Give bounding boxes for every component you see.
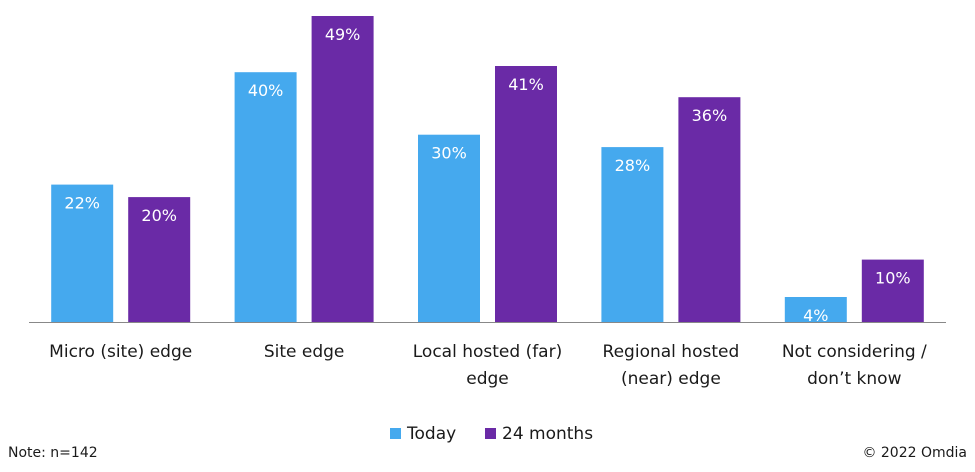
category-label: don’t know xyxy=(807,369,901,389)
data-label: 40% xyxy=(248,81,284,100)
category-label: (near) edge xyxy=(621,369,721,389)
bar-today-4 xyxy=(784,297,847,322)
bar-today-0 xyxy=(51,184,114,322)
bar-today-1 xyxy=(234,72,297,322)
category-label: Local hosted (far) xyxy=(413,342,562,362)
data-label: 10% xyxy=(875,269,911,288)
data-label: 49% xyxy=(325,25,361,44)
bar-24-months-0 xyxy=(128,197,191,322)
bars-layer: 22% 20% 40% 49% 30% 41% 28% 36% 4% 10% xyxy=(51,16,924,325)
data-label: 41% xyxy=(508,75,544,94)
data-label: 4% xyxy=(803,306,828,325)
bar-today-3 xyxy=(601,147,664,322)
legend-label[interactable]: 24 months xyxy=(502,424,593,444)
bar-today-2 xyxy=(418,134,480,322)
category-label: Not considering / xyxy=(782,342,927,362)
bar-24-months-4 xyxy=(861,259,924,322)
bar-24-months-1 xyxy=(311,16,374,322)
category-label: Micro (site) edge xyxy=(49,342,192,362)
data-label: 20% xyxy=(141,206,177,225)
category-labels: Micro (site) edge Site edge Local hosted (… xyxy=(49,342,927,389)
category-label: Site edge xyxy=(264,342,345,362)
bar-24-months-3 xyxy=(678,97,741,322)
data-label: 28% xyxy=(615,156,651,175)
category-label: edge xyxy=(466,369,509,389)
bar-24-months-2 xyxy=(495,66,557,322)
data-label: 36% xyxy=(692,106,728,125)
legend[interactable]: Today 24 months xyxy=(390,424,593,444)
legend-swatch-24-months xyxy=(485,428,496,439)
category-label: Regional hosted xyxy=(603,342,740,362)
footer-copyright: © 2022 Omdia xyxy=(862,445,967,461)
legend-swatch-today xyxy=(390,428,401,439)
legend-label[interactable]: Today xyxy=(406,424,456,444)
data-label: 30% xyxy=(431,144,467,163)
footer-note: Note: n=142 xyxy=(8,445,98,461)
data-label: 22% xyxy=(64,194,100,213)
